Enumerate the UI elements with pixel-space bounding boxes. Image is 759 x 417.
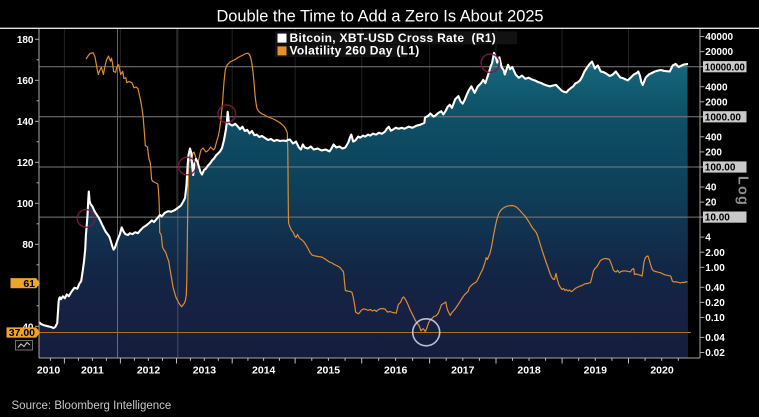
svg-text:100: 100 bbox=[17, 199, 34, 210]
svg-text:2012: 2012 bbox=[137, 365, 161, 377]
svg-text:1000.00: 1000.00 bbox=[705, 112, 742, 123]
svg-text:20: 20 bbox=[705, 198, 717, 209]
svg-text:140: 140 bbox=[17, 117, 34, 128]
svg-text:160: 160 bbox=[17, 76, 34, 87]
svg-text:2011: 2011 bbox=[81, 365, 104, 377]
svg-text:2018: 2018 bbox=[517, 365, 541, 377]
svg-text:Volatility 260 Day (L1): Volatility 260 Day (L1) bbox=[290, 44, 420, 58]
svg-text:2000: 2000 bbox=[705, 97, 728, 108]
svg-text:200: 200 bbox=[705, 148, 722, 159]
svg-text:2015: 2015 bbox=[317, 365, 341, 377]
svg-text:Source: Bloomberg Intelligence: Source: Bloomberg Intelligence bbox=[12, 400, 172, 412]
svg-text:100.00: 100.00 bbox=[705, 163, 736, 174]
svg-text:4: 4 bbox=[705, 233, 711, 244]
svg-text:Double the Time to Add a Zero: Double the Time to Add a Zero Is About 2… bbox=[216, 8, 543, 26]
svg-text:0.02: 0.02 bbox=[705, 348, 725, 359]
svg-text:2010: 2010 bbox=[37, 365, 61, 377]
svg-text:0.20: 0.20 bbox=[705, 298, 725, 309]
svg-text:120: 120 bbox=[17, 158, 34, 169]
svg-text:2013: 2013 bbox=[193, 365, 217, 377]
svg-text:Bitcoin, XBT-USD Cross Rate (: Bitcoin, XBT-USD Cross Rate (R1) bbox=[290, 31, 497, 45]
svg-text:1.00: 1.00 bbox=[705, 263, 725, 274]
svg-text:20000: 20000 bbox=[705, 47, 733, 58]
svg-text:0.40: 0.40 bbox=[705, 283, 725, 294]
svg-text:40000: 40000 bbox=[705, 32, 733, 43]
svg-text:180: 180 bbox=[17, 35, 34, 46]
svg-text:400: 400 bbox=[705, 132, 722, 143]
svg-text:0.04: 0.04 bbox=[705, 333, 725, 344]
svg-text:2020: 2020 bbox=[650, 365, 674, 377]
svg-text:40: 40 bbox=[705, 183, 717, 194]
svg-text:2017: 2017 bbox=[451, 365, 475, 377]
svg-text:10.00: 10.00 bbox=[705, 213, 730, 224]
svg-text:2016: 2016 bbox=[384, 365, 408, 377]
svg-text:Log: Log bbox=[735, 176, 751, 206]
svg-text:61: 61 bbox=[23, 278, 35, 290]
svg-text:80: 80 bbox=[22, 240, 34, 251]
svg-text:10000.00: 10000.00 bbox=[705, 62, 745, 73]
svg-text:37.00: 37.00 bbox=[9, 327, 35, 339]
svg-text:0.10: 0.10 bbox=[705, 313, 725, 324]
svg-text:4000: 4000 bbox=[705, 82, 728, 93]
svg-text:2019: 2019 bbox=[584, 365, 608, 377]
svg-text:2.00: 2.00 bbox=[705, 248, 725, 259]
svg-text:2014: 2014 bbox=[252, 365, 276, 377]
